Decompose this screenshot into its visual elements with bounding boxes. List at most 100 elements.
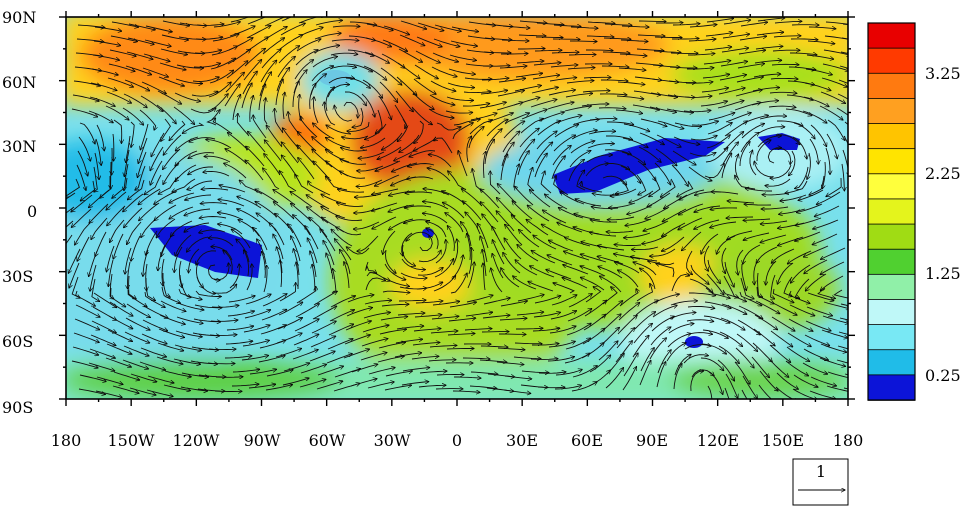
wind-vector: [739, 142, 750, 167]
wind-vector: [428, 360, 456, 361]
wind-vector: [417, 268, 443, 276]
wind-vector: [227, 311, 255, 317]
wind-vector: [635, 300, 658, 316]
reference-vector-box: 1: [792, 458, 849, 506]
wind-vector: [297, 145, 316, 166]
colorbar-cell: [867, 299, 916, 326]
wind-vector: [187, 236, 209, 252]
x-tick-label: 150E: [762, 431, 804, 450]
wind-vector: [261, 49, 281, 69]
wind-vector: [771, 64, 799, 65]
wind-vector: [142, 319, 168, 331]
wind-vector: [158, 244, 166, 271]
wind-vector: [176, 316, 203, 323]
wind-vector: [343, 349, 370, 359]
wind-vector: [193, 63, 221, 68]
wind-vector: [341, 148, 368, 152]
wind-vector: [124, 163, 129, 191]
wind-vector: [604, 24, 632, 25]
wind-vector: [768, 358, 789, 377]
wind-vector: [758, 127, 785, 134]
wind-vector: [145, 25, 172, 32]
wind-vector: [124, 79, 150, 91]
wind-vector: [720, 61, 748, 67]
wind-vector: [161, 286, 181, 303]
wind-vector: [515, 73, 543, 78]
wind-vector: [173, 106, 195, 124]
wind-vector: [263, 168, 280, 190]
wind-vector: [66, 220, 74, 228]
wind-vector: [648, 261, 675, 266]
wind-vector: [283, 92, 285, 120]
wind-vector: [673, 136, 700, 144]
wind-vector: [68, 248, 81, 273]
wind-vector: [89, 96, 115, 106]
wind-vector: [125, 65, 152, 75]
wind-vector: [297, 27, 323, 38]
wind-vector: [140, 123, 149, 150]
wind-vector: [484, 139, 495, 165]
wind-vector: [605, 368, 624, 389]
wind-vector: [689, 25, 717, 28]
wind-vector: [397, 62, 420, 79]
wind-vector: [586, 50, 613, 51]
wind-vector: [512, 201, 533, 220]
wind-vector: [245, 160, 264, 181]
wind-vector: [446, 349, 474, 350]
wind-vector: [600, 314, 621, 333]
wind-vector: [470, 113, 497, 121]
wind-vector: [464, 78, 492, 79]
wind-vector: [562, 278, 588, 289]
wind-vector: [754, 161, 774, 178]
wind-vector: [452, 123, 473, 140]
wind-vector: [654, 162, 671, 185]
wind-vector: [143, 53, 170, 61]
wind-vector: [332, 269, 337, 294]
wind-vector: [196, 276, 216, 294]
wind-vector: [188, 152, 215, 159]
wind-vector: [734, 102, 761, 111]
wind-vector: [752, 342, 772, 362]
wind-vector: [735, 347, 754, 368]
wind-vector: [151, 132, 165, 157]
wind-vector: [429, 94, 455, 105]
wind-vector: [435, 240, 446, 264]
wind-vector: [618, 303, 640, 321]
wind-vector: [571, 130, 597, 140]
wind-vector: [430, 331, 458, 334]
wind-vector: [521, 371, 549, 373]
wind-vector: [614, 254, 641, 260]
wind-vector: [225, 341, 253, 345]
wind-vector: [727, 201, 755, 204]
wind-vector: [567, 68, 595, 69]
wind-vector: [344, 335, 370, 345]
wind-vector: [208, 264, 221, 280]
wind-vector: [349, 21, 377, 25]
wind-vector: [374, 174, 400, 186]
wind-vector: [375, 109, 383, 133]
wind-vector: [292, 350, 318, 360]
wind-vector: [430, 80, 456, 91]
wind-vector: [521, 109, 547, 120]
wind-vector: [344, 91, 366, 106]
x-tick-label: 0: [452, 431, 462, 450]
wind-vector: [279, 171, 297, 192]
wind-vector: [694, 205, 721, 212]
wind-vector: [624, 232, 651, 238]
wind-vector: [247, 17, 273, 25]
wind-vector: [263, 27, 287, 41]
wind-vector: [334, 369, 361, 378]
wind-vector: [246, 25, 271, 39]
wind-vector: [106, 191, 127, 210]
wind-vector: [482, 315, 510, 319]
wind-vector: [651, 316, 674, 332]
wind-vector: [396, 326, 424, 330]
wind-vector: [426, 222, 447, 238]
wind-vector: [199, 217, 227, 219]
wind-vector: [517, 295, 544, 302]
wind-vector: [788, 66, 816, 70]
wind-vector: [288, 224, 302, 248]
wind-vector: [127, 179, 145, 200]
wind-vector: [189, 137, 216, 142]
wind-vector: [246, 146, 265, 167]
